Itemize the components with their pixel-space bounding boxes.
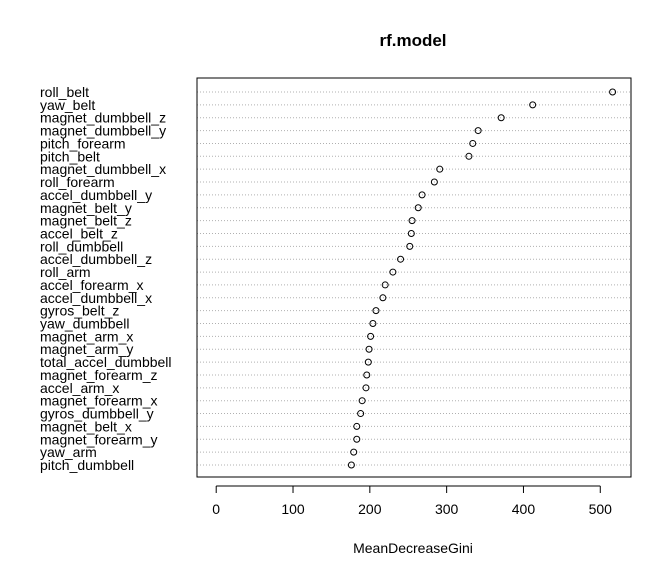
variable-label: accel_dumbbell_x — [40, 290, 152, 306]
data-point — [365, 345, 373, 353]
data-point — [430, 178, 438, 186]
x-axis-label: MeanDecreaseGini — [353, 540, 473, 556]
data-point — [406, 242, 414, 250]
variable-label: yaw_arm — [40, 444, 97, 460]
plot-frame — [196, 77, 632, 478]
variable-label: pitch_belt — [40, 148, 100, 164]
variable-label: magnet_dumbbell_y — [40, 123, 166, 139]
variable-label: magnet_dumbbell_x — [40, 161, 166, 177]
data-point — [364, 358, 372, 366]
data-point — [529, 101, 537, 109]
x-tick-label: 300 — [435, 501, 459, 517]
data-point — [353, 422, 361, 430]
x-tick-label: 400 — [512, 501, 536, 517]
variable-label: yaw_belt — [40, 97, 95, 113]
data-point — [367, 332, 375, 340]
data-point — [408, 217, 416, 225]
x-tick-label: 200 — [358, 501, 382, 517]
data-point — [362, 384, 370, 392]
variable-label: magnet_arm_x — [40, 328, 133, 344]
data-point — [397, 255, 405, 263]
variable-label: yaw_dumbbell — [40, 316, 130, 332]
data-point — [350, 448, 358, 456]
data-point — [497, 114, 505, 122]
variable-label: gyros_belt_z — [40, 303, 119, 319]
data-point — [369, 320, 377, 328]
data-point — [379, 294, 387, 302]
variable-label: accel_belt_z — [40, 225, 118, 241]
variable-label: magnet_belt_z — [40, 213, 132, 229]
data-point — [353, 435, 361, 443]
variable-label: magnet_dumbbell_z — [40, 110, 166, 126]
variable-label: total_accel_dumbbell — [40, 354, 172, 370]
data-point — [389, 268, 397, 276]
data-point — [469, 139, 477, 147]
variable-label: roll_dumbbell — [40, 238, 123, 254]
variable-label: gyros_dumbbell_y — [40, 406, 154, 422]
variable-label: magnet_forearm_y — [40, 431, 158, 447]
variable-label: accel_arm_x — [40, 380, 119, 396]
data-point — [372, 307, 380, 315]
data-point — [609, 88, 617, 96]
variable-label: magnet_forearm_z — [40, 367, 158, 383]
variable-label: accel_dumbbell_y — [40, 187, 152, 203]
data-point — [414, 204, 422, 212]
variable-label: pitch_dumbbell — [40, 457, 134, 473]
x-tick-label: 0 — [212, 501, 220, 517]
variable-label: accel_dumbbell_z — [40, 251, 152, 267]
variable-label: roll_belt — [40, 84, 89, 100]
variable-label: accel_forearm_x — [40, 277, 144, 293]
x-axis: 0 100 200 300 400 500 — [212, 485, 613, 517]
variable-label: magnet_arm_y — [40, 341, 133, 357]
chart-title: rf.model — [379, 31, 446, 50]
variable-labels: roll_beltyaw_beltmagnet_dumbbell_zmagnet… — [40, 84, 172, 473]
data-point — [474, 127, 482, 135]
data-point — [358, 397, 366, 405]
x-tick-label: 500 — [589, 501, 613, 517]
variable-label: magnet_belt_x — [40, 418, 132, 434]
gridlines — [197, 91, 631, 466]
data-point — [347, 461, 355, 469]
data-point — [418, 191, 426, 199]
data-point — [381, 281, 389, 289]
variable-label: roll_arm — [40, 264, 91, 280]
data-point — [363, 371, 371, 379]
data-point — [436, 165, 444, 173]
x-tick-label: 100 — [281, 501, 305, 517]
data-points — [347, 88, 617, 469]
variable-label: magnet_forearm_x — [40, 393, 158, 409]
variable-label: roll_forearm — [40, 174, 115, 190]
variable-label: pitch_forearm — [40, 135, 126, 151]
data-point — [407, 229, 415, 237]
variable-label: magnet_belt_y — [40, 200, 132, 216]
data-point — [465, 152, 473, 160]
data-point — [357, 410, 365, 418]
